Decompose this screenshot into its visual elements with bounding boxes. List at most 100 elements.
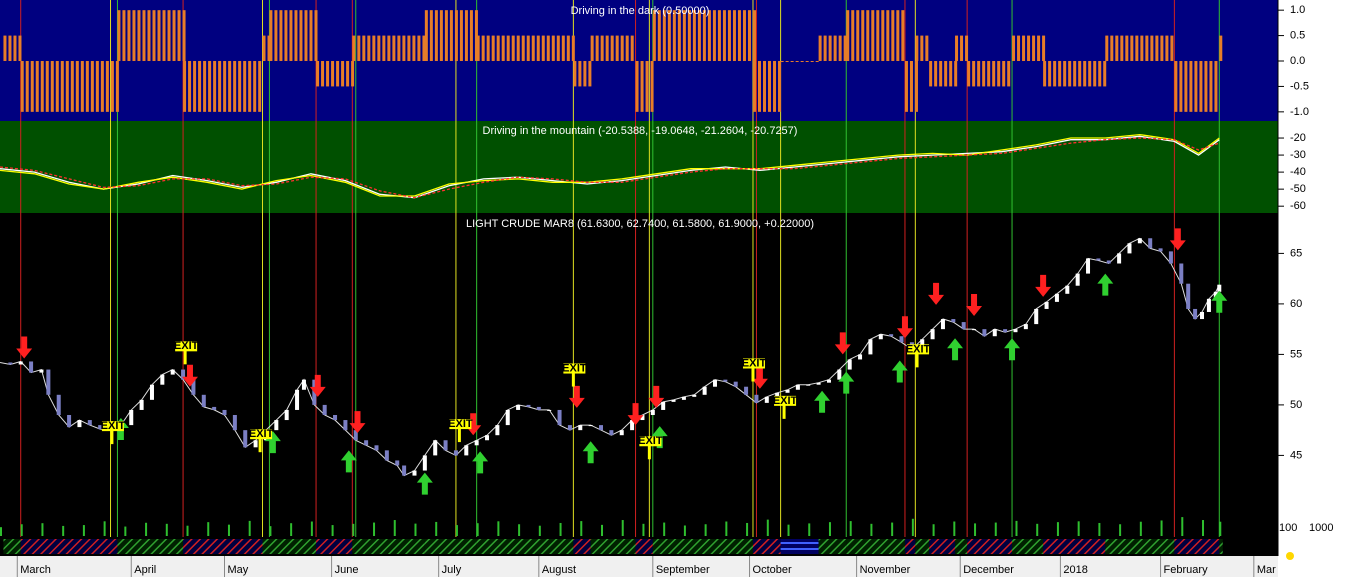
oscillator-bar [1135,35,1139,62]
x-tick-label: December [963,564,1014,576]
candle-body [764,396,769,403]
oscillator-bar [1204,61,1208,112]
exit-box [449,419,472,430]
candle-body [485,435,490,441]
candle-body [775,392,780,397]
oscillator-bar [768,61,772,112]
oscillator-bar [218,61,222,112]
volume-bar [663,522,666,536]
oscillator-bar [341,61,345,87]
oscillator-bar [1179,61,1183,112]
oscillator-bar [1103,61,1107,87]
down-arrow [751,366,768,389]
oscillator-bar [122,10,126,62]
oscillator-bar [362,35,366,62]
oscillator-bar [429,10,433,62]
oscillator-bar [233,61,237,112]
oscillator-bar [727,10,731,62]
oscillator-bar [1170,35,1174,62]
oscillator-bar [763,61,767,112]
y-tick-label: 0.5 [1290,29,1305,41]
oscillator-bar [752,61,756,112]
candle-body [733,381,738,387]
exit-box [907,344,930,355]
oscillator-bar [583,61,587,87]
oscillator-bar [620,35,624,62]
oscillator-bar [823,35,827,62]
oscillator-bar [506,35,510,62]
oscillator-bar [1098,61,1102,87]
oscillator-bar [925,35,929,62]
oscillator-bar [896,10,900,62]
candle-body [191,379,196,395]
oscillator-bar [1007,61,1011,87]
candle-body [1217,284,1222,292]
candle-body [692,394,697,397]
volume-bar [1036,523,1039,536]
oscillator-bar [70,61,74,112]
candle-body [992,329,997,337]
signal-band [3,539,21,554]
x-tick-label: September [656,564,710,576]
y-tick-label: -50 [1290,183,1306,195]
oscillator-bar [454,10,458,62]
x-tick-label: February [1164,564,1209,576]
oscillator-bar [588,61,592,87]
volume-bar [414,523,417,536]
candle-body [961,322,966,330]
y-tick-label: -0.5 [1290,80,1309,92]
candle-body [536,406,541,410]
signal-band [652,539,753,554]
candle-body [1127,243,1132,254]
oscillator-bar [60,61,64,112]
y-tick-label: 45 [1290,449,1302,461]
exit-label: EXIT [773,395,798,407]
oscillator-bar [561,35,565,62]
candle-body [149,384,154,400]
oscillator-bar [778,61,782,112]
x-tick-label: November [860,564,911,576]
oscillator-bar [1145,35,1149,62]
oscillator-bar [267,35,271,62]
candle-body [1200,311,1205,320]
y-tick-label: -1.0 [1290,106,1309,118]
candle-body [395,460,400,466]
volume-bar [103,521,106,536]
oscillator-bar [346,61,350,87]
candle-body [129,409,134,426]
candle-body [1054,293,1059,302]
oscillator-bar [95,61,99,112]
oscillator-bar [75,61,79,112]
signal-band [818,539,847,554]
oscillator-bar [444,10,448,62]
candle-body [1075,273,1080,286]
exit-box [175,341,198,352]
oscillator-bar [967,61,971,87]
volume-bar [538,525,541,536]
candle-body [453,450,458,456]
volume-bar [911,518,914,536]
oscillator-bar [516,35,520,62]
exit-box [774,395,797,406]
down-arrow [928,282,945,305]
oscillator-bar [717,10,721,62]
oscillator-bar [289,10,293,62]
volume-bar [352,523,355,536]
volume-bar [870,523,873,536]
exit-stem [571,368,575,387]
down-arrow [834,332,851,355]
icon [1286,552,1294,560]
oscillator-bar [162,10,166,62]
exit-label: EXIT [249,428,274,440]
candle-body [433,440,438,456]
candle-body [712,379,717,387]
candle-body [1117,253,1122,264]
candle-body [972,329,977,331]
candle-body [619,430,624,436]
oscillator-bar [25,61,29,112]
candle-body [222,409,227,415]
oscillator-bar [223,61,227,112]
oscillator-bar [571,35,575,62]
oscillator-bar [833,35,837,62]
oscillator-bar [274,10,278,62]
